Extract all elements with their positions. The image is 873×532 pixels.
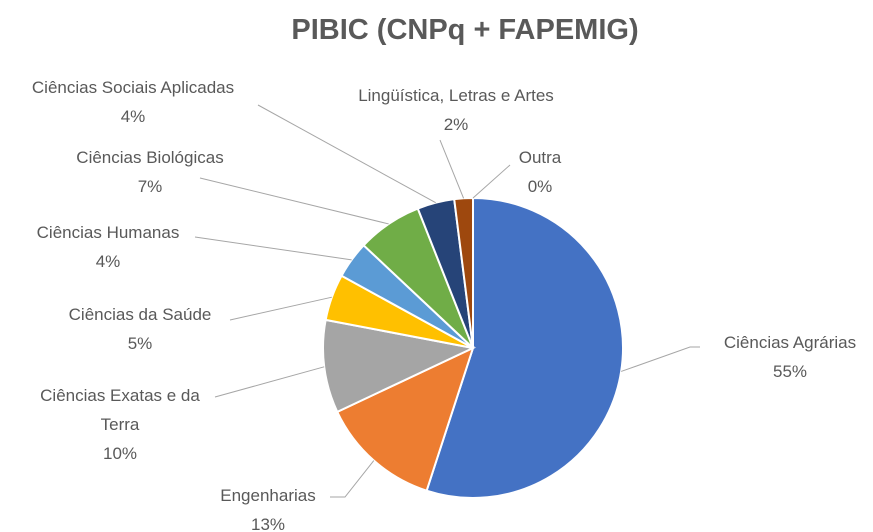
category-label: Ciências Biológicas (76, 148, 224, 167)
data-label: Ciências Agrárias 55% (690, 328, 873, 386)
data-label: Outra 0% (500, 143, 580, 201)
data-label: Ciências Sociais Aplicadas 4% (3, 73, 263, 131)
category-label: Engenharias (220, 486, 316, 505)
leader-line (472, 164, 511, 199)
pie-slice (335, 346, 475, 492)
data-label: Ciências Exatas e da Terra 10% (25, 381, 215, 468)
category-label: Ciências Sociais Aplicadas (31, 78, 235, 97)
value-label: 55% (772, 362, 808, 381)
data-label: Lingüística, Letras e Artes 2% (326, 81, 586, 139)
data-label: Engenharias 13% (188, 481, 348, 532)
value-label: 5% (127, 334, 153, 353)
leader-line (439, 139, 465, 199)
value-label: 7% (137, 177, 163, 196)
category-label: Ciências Humanas (36, 223, 180, 242)
value-label: 4% (95, 252, 121, 271)
pie-slice (425, 196, 624, 499)
leader-line (229, 296, 332, 321)
value-label: 0% (527, 177, 553, 196)
value-label: 13% (250, 515, 286, 532)
data-label: Ciências da Saúde 5% (45, 300, 235, 358)
value-label: 2% (443, 115, 469, 134)
category-label: Ciências Agrárias (723, 333, 857, 352)
value-label: 4% (120, 107, 146, 126)
leader-line (194, 236, 352, 261)
leader-line (257, 104, 436, 204)
leader-line (330, 460, 375, 498)
category-label: Ciências Exatas e da Terra (40, 386, 200, 434)
data-label: Ciências Biológicas 7% (55, 143, 245, 201)
leader-line (620, 346, 700, 372)
leader-line (199, 177, 389, 225)
chart-title: PIBIC (CNPq + FAPEMIG) (291, 14, 639, 46)
category-label: Outra (518, 148, 562, 167)
value-label: 10% (102, 444, 138, 463)
category-label: Lingüística, Letras e Artes (358, 86, 554, 105)
leader-line (214, 366, 325, 398)
category-label: Ciências da Saúde (68, 305, 212, 324)
data-label: Ciências Humanas 4% (13, 218, 203, 276)
pie-slice (322, 318, 477, 414)
